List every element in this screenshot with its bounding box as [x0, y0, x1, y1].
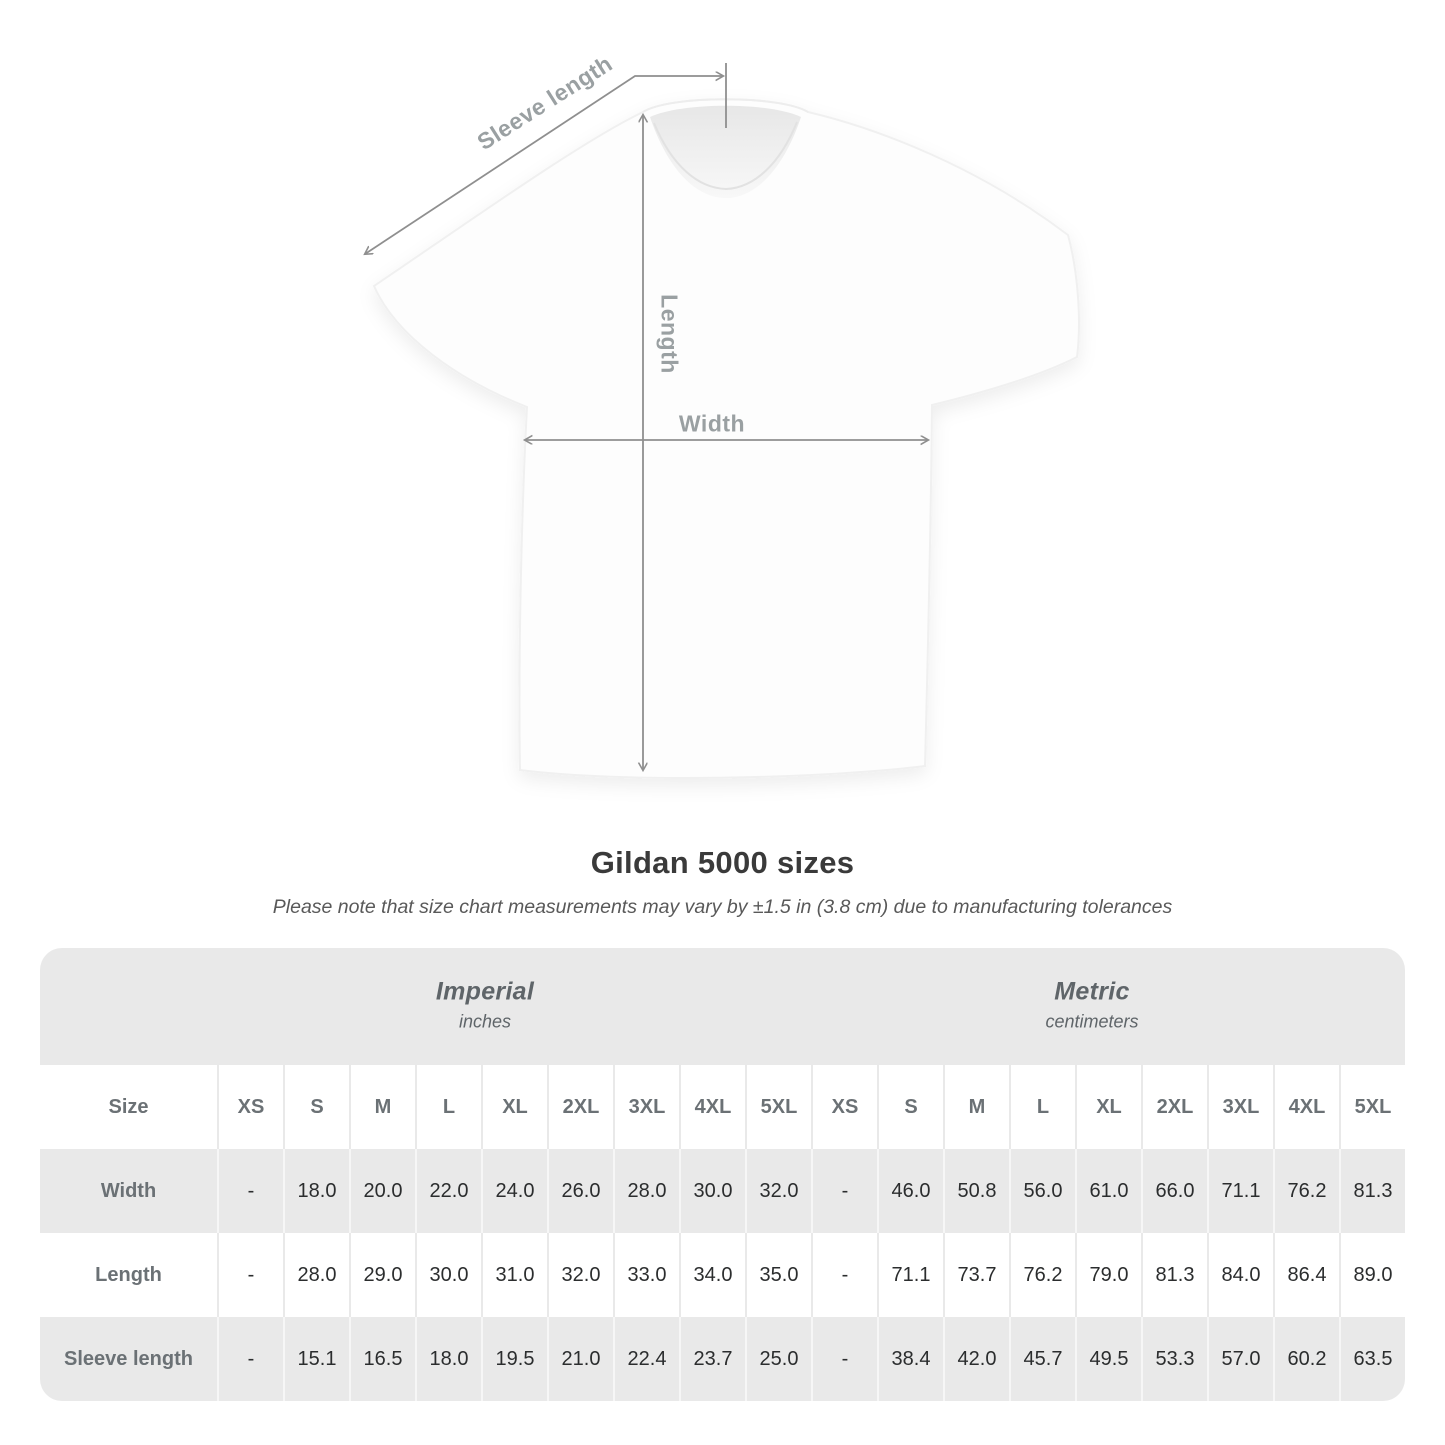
- measurement-cell: 26.0: [547, 1149, 613, 1233]
- row-label: Sleeve length: [64, 1347, 193, 1370]
- tshirt-body: [372, 98, 1080, 779]
- measurement-cell: 33.0: [613, 1233, 679, 1317]
- measurement-cell: 15.1: [283, 1317, 349, 1401]
- measurement-cell: 49.5: [1075, 1317, 1141, 1401]
- measurement-cell: -: [217, 1317, 283, 1401]
- measurement-cell: -: [811, 1149, 877, 1233]
- size-column-header: 3XL: [1207, 1065, 1273, 1149]
- measurement-cell: 22.0: [415, 1149, 481, 1233]
- measurement-cell: 71.1: [1207, 1149, 1273, 1233]
- measurement-cell: 32.0: [547, 1233, 613, 1317]
- imperial-group-header: Imperial inches: [436, 977, 534, 1032]
- size-column-header: XL: [481, 1065, 547, 1149]
- measurement-cell: 31.0: [481, 1233, 547, 1317]
- sleeve-length-arrow: [365, 76, 723, 254]
- width-label: Width: [678, 410, 746, 437]
- measurement-cell: 18.0: [283, 1149, 349, 1233]
- measurement-cell: 19.5: [481, 1317, 547, 1401]
- size-column-header: L: [1009, 1065, 1075, 1149]
- unit-header-band: Imperial inches Metric centimeters: [40, 948, 1405, 1065]
- measurement-cell: 32.0: [745, 1149, 811, 1233]
- measurement-cell: 23.7: [679, 1317, 745, 1401]
- metric-label: Metric: [1054, 976, 1130, 1005]
- size-table-rows: Size XS S M L XL 2XL 3XL 4XL 5XL XS S M L XL 2XL 3XL 4XL 5…: [40, 1065, 1405, 1401]
- size-column-header: 5XL: [1339, 1065, 1405, 1149]
- size-column-header: 5XL: [745, 1065, 811, 1149]
- measurement-cell: 22.4: [613, 1317, 679, 1401]
- measurement-cell: 18.0: [415, 1317, 481, 1401]
- measurement-cell: -: [811, 1233, 877, 1317]
- measurement-cell: 76.2: [1009, 1233, 1075, 1317]
- measurement-cell: 81.3: [1339, 1149, 1405, 1233]
- size-column-header: M: [943, 1065, 1009, 1149]
- measurement-cell: 30.0: [415, 1233, 481, 1317]
- measurement-cell: 50.8: [943, 1149, 1009, 1233]
- measurement-cell: 28.0: [613, 1149, 679, 1233]
- size-column-header: 2XL: [1141, 1065, 1207, 1149]
- measurement-cell: 71.1: [877, 1233, 943, 1317]
- measurement-cell: 66.0: [1141, 1149, 1207, 1233]
- tshirt-illustration: [340, 63, 1080, 779]
- size-column-header: 4XL: [1273, 1065, 1339, 1149]
- centimeters-label: centimeters: [1045, 1010, 1139, 1031]
- imperial-label: Imperial: [435, 976, 535, 1005]
- size-column-header: S: [283, 1065, 349, 1149]
- measurement-cell: 45.7: [1009, 1317, 1075, 1401]
- size-column-header: S: [877, 1065, 943, 1149]
- size-table: Imperial inches Metric centimeters Size X…: [40, 948, 1405, 1401]
- measurement-cell: 84.0: [1207, 1233, 1273, 1317]
- measurement-cell: 61.0: [1075, 1149, 1141, 1233]
- measurement-cell: 79.0: [1075, 1233, 1141, 1317]
- measurement-cell: 21.0: [547, 1317, 613, 1401]
- measurement-row-sleeve-length: Sleeve length -15.1 16.5 18.0 19.5 21.0 22.4 23…: [40, 1317, 1405, 1401]
- measurement-cell: 35.0: [745, 1233, 811, 1317]
- length-label: Length: [656, 294, 683, 374]
- size-column-header: XS: [811, 1065, 877, 1149]
- measurement-cell: 76.2: [1273, 1149, 1339, 1233]
- measurement-cell: -: [217, 1233, 283, 1317]
- measurement-row-width: Width -18.0 20.0 22.0 24.0 26.0 28.0 30.0 32.0-4…: [40, 1149, 1405, 1233]
- row-label: Length: [95, 1263, 162, 1286]
- measurement-cell: 60.2: [1273, 1317, 1339, 1401]
- measurement-cell: 24.0: [481, 1149, 547, 1233]
- size-column-header: M: [349, 1065, 415, 1149]
- measurement-cell: 29.0: [349, 1233, 415, 1317]
- measurement-row-length: Length -28.0 29.0 30.0 31.0 32.0 33.0 34.0 35.0-…: [40, 1233, 1405, 1317]
- measurement-cell: 28.0: [283, 1233, 349, 1317]
- measurement-cell: 46.0: [877, 1149, 943, 1233]
- size-column-header: XS: [217, 1065, 283, 1149]
- size-column-header: XL: [1075, 1065, 1141, 1149]
- size-column-header: 2XL: [547, 1065, 613, 1149]
- measurement-cell: 16.5: [349, 1317, 415, 1401]
- measurement-cell: 56.0: [1009, 1149, 1075, 1233]
- measurement-cell: 81.3: [1141, 1233, 1207, 1317]
- size-column-header: 3XL: [613, 1065, 679, 1149]
- measurement-cell: -: [217, 1149, 283, 1233]
- measurement-cell: 42.0: [943, 1317, 1009, 1401]
- size-column-header: L: [415, 1065, 481, 1149]
- inches-label: inches: [458, 1010, 512, 1031]
- tshirt-diagram: [340, 50, 1100, 810]
- measurement-cell: -: [811, 1317, 877, 1401]
- measurement-cell: 25.0: [745, 1317, 811, 1401]
- measurement-cell: 89.0: [1339, 1233, 1405, 1317]
- size-header-row: Size XS S M L XL 2XL 3XL 4XL 5XL XS S M L XL 2XL 3XL 4XL 5…: [40, 1065, 1405, 1149]
- size-column-header: 4XL: [679, 1065, 745, 1149]
- measurement-cell: 86.4: [1273, 1233, 1339, 1317]
- measurement-cell: 57.0: [1207, 1317, 1273, 1401]
- page-title: Gildan 5000 sizes: [590, 845, 855, 880]
- measurement-cell: 73.7: [943, 1233, 1009, 1317]
- metric-group-header: Metric centimeters: [1045, 977, 1138, 1032]
- measurement-cell: 20.0: [349, 1149, 415, 1233]
- measurement-cell: 30.0: [679, 1149, 745, 1233]
- measurement-cell: 63.5: [1339, 1317, 1405, 1401]
- row-label: Width: [100, 1179, 157, 1202]
- measurement-cell: 38.4: [877, 1317, 943, 1401]
- measurement-cell: 34.0: [679, 1233, 745, 1317]
- measurement-cell: 53.3: [1141, 1317, 1207, 1401]
- row-label: Size: [108, 1095, 149, 1118]
- tolerance-note: Please note that size chart measurements…: [272, 896, 1173, 918]
